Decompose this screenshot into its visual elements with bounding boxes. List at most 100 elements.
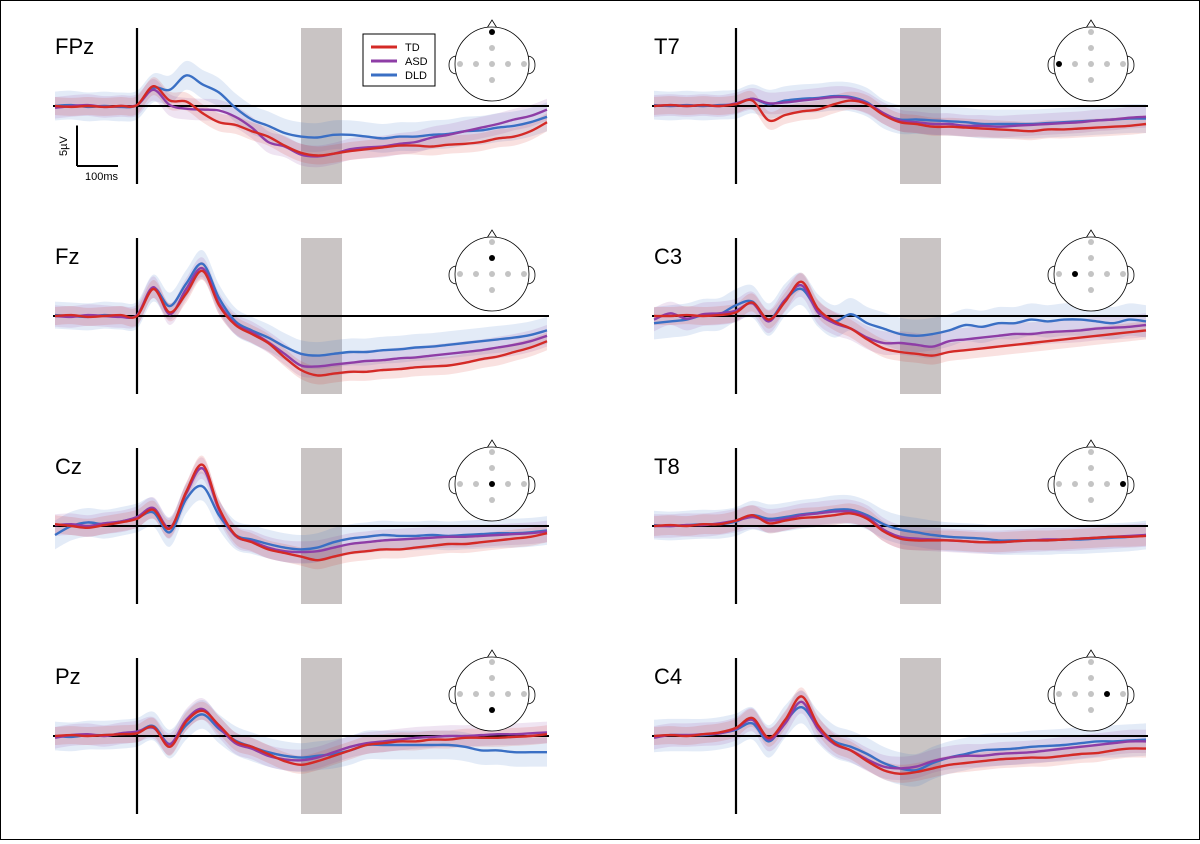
left-ear — [1047, 685, 1056, 705]
electrode-t7 — [1056, 271, 1062, 277]
electrode-fz — [1088, 675, 1094, 681]
panel-t8: T8 — [652, 439, 1148, 604]
series-line-td — [653, 280, 1147, 357]
scale-bar-time-label: 100ms — [85, 171, 119, 183]
electrode-pz — [489, 497, 495, 503]
channel-label: T8 — [654, 454, 680, 479]
electrode-fz — [489, 255, 495, 261]
electrode-t8 — [521, 481, 527, 487]
electrode-c3 — [473, 481, 479, 487]
channel-label: Pz — [55, 664, 81, 689]
nose — [1085, 19, 1097, 29]
electrode-map — [1047, 649, 1135, 732]
nose — [486, 649, 498, 659]
channel-label: Fz — [55, 244, 79, 269]
electrode-c3 — [473, 691, 479, 697]
series-line-td — [54, 463, 548, 562]
electrode-c3 — [473, 61, 479, 67]
panel-fpz: FPz — [53, 19, 549, 184]
band-asd — [654, 273, 1146, 359]
nose — [486, 229, 498, 239]
panel-c3: C3 — [652, 229, 1148, 394]
series-line-td — [54, 85, 548, 157]
electrode-fz — [1088, 255, 1094, 261]
electrode-c3 — [473, 271, 479, 277]
electrode-fpz — [1088, 29, 1094, 35]
electrode-fpz — [1088, 659, 1094, 665]
electrode-c4 — [505, 691, 511, 697]
electrode-t7 — [457, 691, 463, 697]
channel-label: C3 — [654, 244, 682, 269]
electrode-fpz — [489, 29, 495, 35]
electrode-map — [1047, 19, 1135, 102]
series-line-asd — [54, 707, 548, 762]
electrode-pz — [1088, 497, 1094, 503]
channel-label: T7 — [654, 34, 680, 59]
electrode-cz — [1088, 481, 1094, 487]
electrode-t7 — [457, 61, 463, 67]
electrode-pz — [489, 707, 495, 713]
nose — [1085, 439, 1097, 449]
electrode-t8 — [521, 61, 527, 67]
series-line-td — [653, 512, 1147, 544]
electrode-map — [448, 439, 536, 522]
series-line-asd — [54, 467, 548, 554]
panel-c4: C4 — [652, 649, 1148, 814]
channel-label: C4 — [654, 664, 682, 689]
electrode-map — [448, 19, 536, 102]
right-ear — [1126, 685, 1135, 705]
left-ear — [448, 685, 457, 705]
left-ear — [448, 55, 457, 75]
electrode-t7 — [1056, 481, 1062, 487]
electrode-c4 — [1104, 481, 1110, 487]
band-td — [654, 272, 1146, 365]
electrode-pz — [1088, 77, 1094, 83]
series-line-td — [54, 709, 548, 766]
electrode-c4 — [1104, 61, 1110, 67]
channel-label: Cz — [55, 454, 82, 479]
electrode-c3 — [1072, 61, 1078, 67]
electrode-cz — [489, 61, 495, 67]
panel-pz: Pz — [53, 649, 549, 814]
left-ear — [1047, 265, 1056, 285]
electrode-t7 — [457, 271, 463, 277]
scale-bar: 5µV 100ms — [58, 125, 119, 183]
electrode-map — [1047, 439, 1135, 522]
electrode-c3 — [1072, 481, 1078, 487]
electrode-fpz — [489, 239, 495, 245]
electrode-cz — [1088, 61, 1094, 67]
band-td — [55, 455, 547, 570]
legend-label-td: TD — [405, 42, 420, 54]
band-dld — [654, 272, 1146, 352]
left-ear — [1047, 55, 1056, 75]
electrode-cz — [489, 481, 495, 487]
right-ear — [527, 55, 536, 75]
electrode-cz — [489, 271, 495, 277]
electrode-t8 — [1120, 61, 1126, 67]
electrode-map — [1047, 229, 1135, 312]
electrode-fpz — [1088, 239, 1094, 245]
electrode-cz — [489, 691, 495, 697]
electrode-fz — [1088, 45, 1094, 51]
electrode-fpz — [1088, 449, 1094, 455]
electrode-c4 — [505, 271, 511, 277]
right-ear — [527, 265, 536, 285]
right-ear — [527, 475, 536, 495]
band-td — [654, 90, 1146, 141]
electrode-c3 — [1072, 271, 1078, 277]
band-td — [55, 77, 547, 165]
electrode-fpz — [489, 449, 495, 455]
electrode-c4 — [505, 61, 511, 67]
electrode-c4 — [1104, 691, 1110, 697]
legend-label-dld: DLD — [405, 70, 427, 82]
band-dld — [55, 471, 547, 564]
left-ear — [448, 265, 457, 285]
legend: TD ASD DLD — [362, 33, 436, 87]
electrode-fz — [1088, 465, 1094, 471]
electrode-pz — [489, 287, 495, 293]
electrode-pz — [489, 77, 495, 83]
band-dld — [654, 690, 1146, 787]
panel-cz: Cz — [53, 439, 549, 604]
right-ear — [527, 685, 536, 705]
electrode-fpz — [489, 659, 495, 665]
